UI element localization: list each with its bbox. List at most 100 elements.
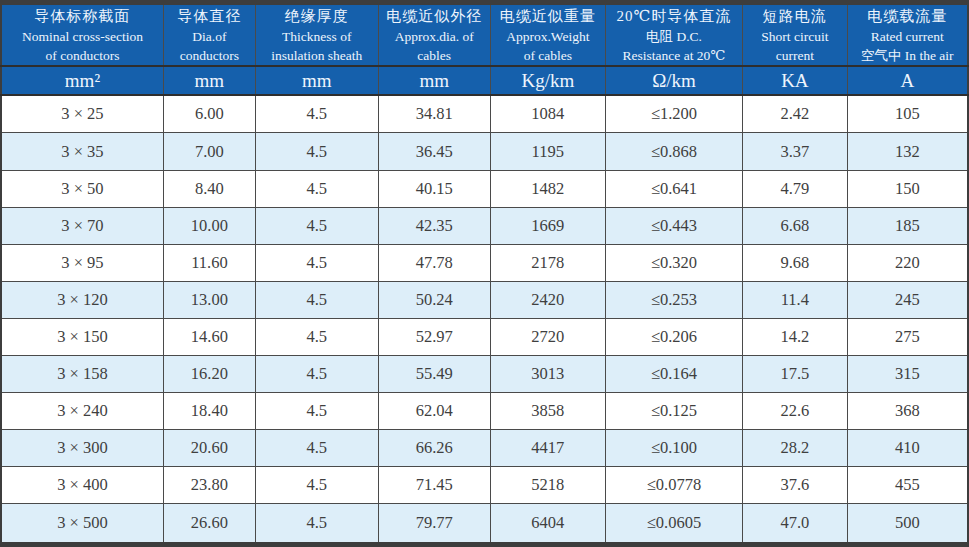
table-cell: 55.49 xyxy=(378,355,490,392)
table-row: 3 × 15816.204.555.493013≤0.16417.5315 xyxy=(1,355,968,392)
table-cell: 315 xyxy=(847,355,968,392)
table-row: 3 × 7010.004.542.351669≤0.4436.68185 xyxy=(1,207,968,244)
unit-cell: mm xyxy=(255,66,378,95)
table-row: 3 × 9511.604.547.782178≤0.3209.68220 xyxy=(1,244,968,281)
table-cell: 6.00 xyxy=(163,95,255,133)
column-header-line: current xyxy=(743,46,846,65)
table-cell: 4.5 xyxy=(255,355,378,392)
column-header-line: of conductors xyxy=(2,46,163,65)
table-cell: 17.5 xyxy=(743,355,847,392)
table-row: 3 × 50026.604.579.776404≤0.060547.0500 xyxy=(1,504,968,545)
table-cell: 52.97 xyxy=(378,318,490,355)
column-header: 短路电流Short circuitcurrent xyxy=(743,3,847,67)
table-header: 导体标称截面Nominal cross-sectionof conductors… xyxy=(1,3,968,96)
table-cell: 40.15 xyxy=(378,170,490,207)
table-cell: 20.60 xyxy=(163,430,255,467)
table-row: 3 × 24018.404.562.043858≤0.12522.6368 xyxy=(1,393,968,430)
table-cell: ≤0.100 xyxy=(605,430,742,467)
table-cell: ≤0.868 xyxy=(605,133,742,170)
table-cell: 66.26 xyxy=(378,430,490,467)
cable-spec-table: 导体标称截面Nominal cross-sectionof conductors… xyxy=(0,0,969,547)
table-cell: 220 xyxy=(847,244,968,281)
column-header-line: Approx.Weight xyxy=(491,27,605,46)
table-cell: 2.42 xyxy=(743,95,847,133)
table-cell: 105 xyxy=(847,95,968,133)
table-cell: 275 xyxy=(847,318,968,355)
table-cell: 13.00 xyxy=(163,281,255,318)
unit-cell: mm² xyxy=(1,66,163,95)
table-cell: 1084 xyxy=(490,95,605,133)
table-cell: 3 × 158 xyxy=(1,355,163,392)
table-cell: 3 × 400 xyxy=(1,467,163,504)
table-cell: 4.5 xyxy=(255,430,378,467)
table-cell: 3 × 500 xyxy=(1,504,163,545)
table-cell: 8.40 xyxy=(163,170,255,207)
table-cell: 4.5 xyxy=(255,170,378,207)
column-header-line: Short circuit xyxy=(743,27,846,46)
table-cell: 455 xyxy=(847,467,968,504)
table-cell: 7.00 xyxy=(163,133,255,170)
table-cell: 1669 xyxy=(490,207,605,244)
table-cell: 4.79 xyxy=(743,170,847,207)
table-cell: ≤0.253 xyxy=(605,281,742,318)
column-header-line: cables xyxy=(379,46,490,65)
table-cell: 3 × 50 xyxy=(1,170,163,207)
column-header-line: 导体标称截面 xyxy=(2,6,163,27)
table-cell: 11.60 xyxy=(163,244,255,281)
table-cell: 6.68 xyxy=(743,207,847,244)
table-cell: 4.5 xyxy=(255,133,378,170)
table-body: 3 × 256.004.534.811084≤1.2002.421053 × 3… xyxy=(1,95,968,545)
table-row: 3 × 40023.804.571.455218≤0.077837.6455 xyxy=(1,467,968,504)
column-header-line: 电阻 D.C. xyxy=(606,27,742,46)
table-cell: 185 xyxy=(847,207,968,244)
table-cell: 6404 xyxy=(490,504,605,545)
table-row: 3 × 256.004.534.811084≤1.2002.42105 xyxy=(1,95,968,133)
table-cell: 3 × 95 xyxy=(1,244,163,281)
table-cell: 245 xyxy=(847,281,968,318)
table-cell: 3 × 300 xyxy=(1,430,163,467)
table-cell: 150 xyxy=(847,170,968,207)
column-header: 20℃时导体直流电阻 D.C.Resistance at 20℃ xyxy=(605,3,742,67)
table-cell: 368 xyxy=(847,393,968,430)
column-header: 绝缘厚度Thickness ofinsulation sheath xyxy=(255,3,378,67)
bilingual-header-row: 导体标称截面Nominal cross-sectionof conductors… xyxy=(1,3,968,67)
column-header-line: Thickness of xyxy=(256,27,378,46)
column-header-line: 20℃时导体直流 xyxy=(606,6,742,27)
table-cell: 4.5 xyxy=(255,504,378,545)
table-cell: 3 × 35 xyxy=(1,133,163,170)
table-cell: 10.00 xyxy=(163,207,255,244)
table-cell: 9.68 xyxy=(743,244,847,281)
table-cell: 14.60 xyxy=(163,318,255,355)
table-cell: 3 × 240 xyxy=(1,393,163,430)
column-header-line: Rated current xyxy=(848,27,967,46)
column-header-line: Nominal cross-section xyxy=(2,27,163,46)
table-cell: ≤0.443 xyxy=(605,207,742,244)
table-cell: 36.45 xyxy=(378,133,490,170)
table-cell: ≤0.641 xyxy=(605,170,742,207)
unit-cell: mm xyxy=(163,66,255,95)
column-header: 导体直径Dia.ofconductors xyxy=(163,3,255,67)
column-header-line: of cables xyxy=(491,46,605,65)
table-cell: 4.5 xyxy=(255,467,378,504)
column-header: 电缆载流量Rated current空气中 In the air xyxy=(847,3,968,67)
table-cell: 4.5 xyxy=(255,318,378,355)
column-header-line: Dia.of xyxy=(164,27,255,46)
table-cell: 23.80 xyxy=(163,467,255,504)
table-row: 3 × 357.004.536.451195≤0.8683.37132 xyxy=(1,133,968,170)
table-cell: ≤0.0605 xyxy=(605,504,742,545)
table-cell: ≤0.164 xyxy=(605,355,742,392)
unit-row: mm²mmmmmmKg/kmΩ/kmKAA xyxy=(1,66,968,95)
table-cell: 4.5 xyxy=(255,207,378,244)
table-cell: 28.2 xyxy=(743,430,847,467)
table-row: 3 × 12013.004.550.242420≤0.25311.4245 xyxy=(1,281,968,318)
column-header-line: 短路电流 xyxy=(743,6,846,27)
table-cell: 3 × 150 xyxy=(1,318,163,355)
table-cell: ≤0.125 xyxy=(605,393,742,430)
column-header: 电缆近似外径Approx.dia. ofcables xyxy=(378,3,490,67)
unit-cell: KA xyxy=(743,66,847,95)
unit-cell: A xyxy=(847,66,968,95)
table-cell: 18.40 xyxy=(163,393,255,430)
table-cell: 26.60 xyxy=(163,504,255,545)
table-row: 3 × 508.404.540.151482≤0.6414.79150 xyxy=(1,170,968,207)
table-cell: 3 × 120 xyxy=(1,281,163,318)
